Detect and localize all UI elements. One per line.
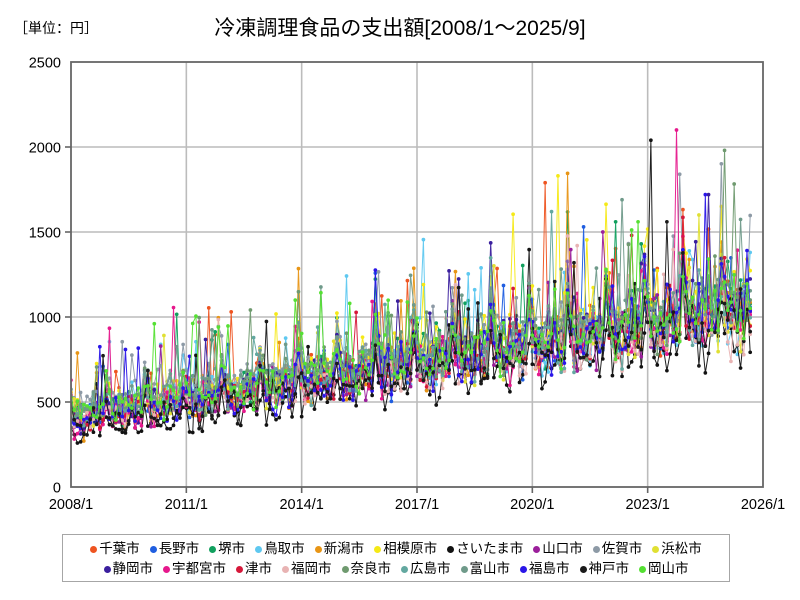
legend-item[interactable]: 福島市 [520, 562, 570, 576]
legend-marker-icon [163, 565, 170, 573]
y-axis-tick-label: 0 [53, 481, 61, 497]
legend-item-label: 宇都宮市 [172, 561, 226, 577]
series-line [71, 219, 753, 422]
legend-marker-icon [579, 565, 587, 573]
y-axis-tick-label: 2500 [29, 56, 61, 72]
gridlines [71, 62, 763, 487]
legend-marker-icon [639, 565, 646, 573]
legend-marker-icon [401, 565, 408, 573]
legend-marker-icon [236, 565, 243, 573]
legend-item-label: 神戸市 [588, 561, 630, 577]
legend-marker-icon [520, 565, 527, 573]
legend-marker-icon [374, 545, 382, 553]
legend-item[interactable]: 広島市 [401, 562, 451, 576]
legend-marker-icon [460, 565, 468, 573]
legend-row: 千葉市 長野市 堺市 鳥取市 新潟市 相模原市 さいたま市 山口市 佐賀市 浜松市 [63, 539, 729, 559]
legend-item-label: 広島市 [410, 561, 451, 577]
legend-marker-icon [149, 545, 157, 553]
chart-title: 冷凍調理食品の支出額[2008/1～2025/9] [214, 17, 586, 40]
unit-label: ［単位：円］ [14, 20, 98, 36]
legend-item-label: さいたま市 [456, 541, 524, 557]
legend-item-label: 富山市 [469, 561, 511, 577]
legend-item[interactable]: 津市 [236, 562, 272, 576]
legend-item[interactable]: さいたま市 [447, 542, 523, 556]
legend-row: 静岡市 宇都宮市 津市 福岡市 奈良市 広島市 富山市 福島市 神戸市 岡山市 [63, 559, 729, 579]
legend-marker-icon [90, 545, 98, 553]
x-axis-tick-label: 2026/1 [741, 497, 785, 513]
y-axis-tick-label: 1500 [29, 226, 61, 242]
legend-marker-icon [103, 565, 111, 573]
legend-item[interactable]: 福岡市 [282, 562, 332, 576]
x-axis-tick-label: 2011/1 [165, 497, 208, 513]
x-axis-tick-label: 2020/1 [510, 497, 554, 513]
legend-item-label: 鳥取市 [264, 541, 305, 557]
legend-item[interactable]: 浜松市 [652, 542, 702, 556]
legend-item-label: 長野市 [158, 541, 200, 557]
legend-item[interactable]: 相模原市 [374, 542, 437, 556]
legend-item[interactable]: 堺市 [209, 542, 245, 556]
legend-item[interactable]: 佐賀市 [592, 541, 643, 557]
legend-marker-icon [282, 565, 289, 573]
legend-marker-icon [592, 545, 600, 553]
legend-item[interactable]: 奈良市 [341, 561, 392, 577]
y-axis-tick-label: 500 [37, 396, 61, 412]
legend-item[interactable]: 千葉市 [90, 542, 140, 556]
x-axis-tick-label: 2017/1 [395, 497, 439, 513]
legend-item-label: 奈良市 [350, 561, 392, 577]
legend-marker-icon [341, 565, 349, 573]
axes: 0 500 1000 1500 2000 2500 2008/1 2011/1 2014/1 20… [29, 56, 785, 514]
legend-item-label: 佐賀市 [601, 541, 643, 557]
legend-item-label: 浜松市 [661, 541, 702, 557]
legend-item[interactable]: 静岡市 [103, 561, 154, 577]
legend: 千葉市 長野市 堺市 鳥取市 新潟市 相模原市 さいたま市 山口市 佐賀市 浜松市静岡市 宇都宮市 津… [62, 534, 730, 582]
y-axis-tick-label: 1000 [29, 311, 61, 327]
legend-marker-icon [533, 545, 541, 553]
legend-item[interactable]: 山口市 [533, 542, 583, 556]
legend-item-label: 堺市 [218, 541, 246, 557]
x-axis-tick-label: 2014/1 [279, 497, 323, 513]
x-axis-tick-label: 2023/1 [625, 497, 669, 513]
legend-item-label: 新潟市 [323, 541, 365, 557]
legend-item[interactable]: 新潟市 [314, 541, 365, 557]
legend-item[interactable]: 富山市 [460, 561, 511, 577]
legend-item[interactable]: 神戸市 [579, 561, 630, 577]
series-group [71, 128, 753, 445]
legend-item[interactable]: 鳥取市 [255, 542, 305, 556]
legend-marker-icon [652, 545, 660, 553]
legend-marker-icon [209, 545, 217, 553]
legend-item-label: 山口市 [542, 541, 583, 557]
legend-marker-icon [314, 545, 322, 553]
legend-item-label: 福島市 [529, 561, 570, 577]
legend-item-label: 津市 [245, 561, 272, 577]
legend-marker-icon [447, 545, 455, 553]
legend-item-label: 静岡市 [112, 561, 154, 577]
x-axis-tick-label: 2008/1 [49, 497, 93, 513]
legend-item-label: 福岡市 [291, 561, 332, 577]
legend-item[interactable]: 宇都宮市 [163, 562, 226, 576]
legend-item[interactable]: 長野市 [149, 541, 200, 557]
legend-item-label: 相模原市 [383, 541, 438, 557]
legend-item-label: 岡山市 [648, 561, 689, 577]
legend-marker-icon [255, 545, 263, 553]
y-axis-tick-label: 2000 [29, 141, 61, 157]
legend-item-label: 千葉市 [99, 541, 140, 557]
legend-item[interactable]: 岡山市 [639, 562, 689, 576]
